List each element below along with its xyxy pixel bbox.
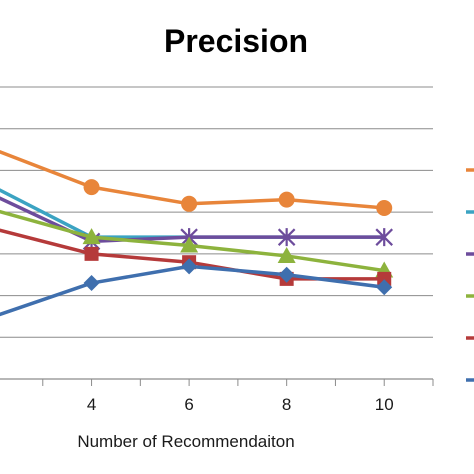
- data-point: [277, 228, 296, 247]
- gridlines: [0, 86, 433, 338]
- data-point: [181, 258, 198, 275]
- data-point: [278, 266, 295, 283]
- x-tick-label: 6: [184, 395, 193, 414]
- data-point: [277, 246, 296, 263]
- x-axis-label: Number of Recommendaiton: [77, 432, 294, 451]
- data-point: [376, 279, 393, 296]
- data-point: [180, 236, 199, 253]
- series-1: [0, 150, 393, 216]
- data-point: [83, 275, 100, 292]
- x-tick-labels: 4 6 8 10: [87, 395, 394, 414]
- x-tick-label: 8: [282, 395, 291, 414]
- data-point: [278, 191, 295, 208]
- legend: [466, 168, 474, 382]
- series-group: [0, 150, 394, 317]
- data-point: [83, 179, 100, 196]
- series-4: [0, 209, 394, 278]
- data-point: [181, 195, 198, 212]
- data-point: [377, 271, 392, 286]
- data-point: [82, 228, 101, 245]
- data-point: [376, 199, 393, 216]
- axes: [0, 378, 434, 386]
- data-point: [375, 228, 393, 247]
- series-6: [0, 258, 393, 317]
- x-tick-label: 10: [375, 395, 394, 414]
- chart-title: Precision: [164, 23, 308, 59]
- x-tick-label: 4: [87, 395, 96, 414]
- data-point: [84, 246, 99, 261]
